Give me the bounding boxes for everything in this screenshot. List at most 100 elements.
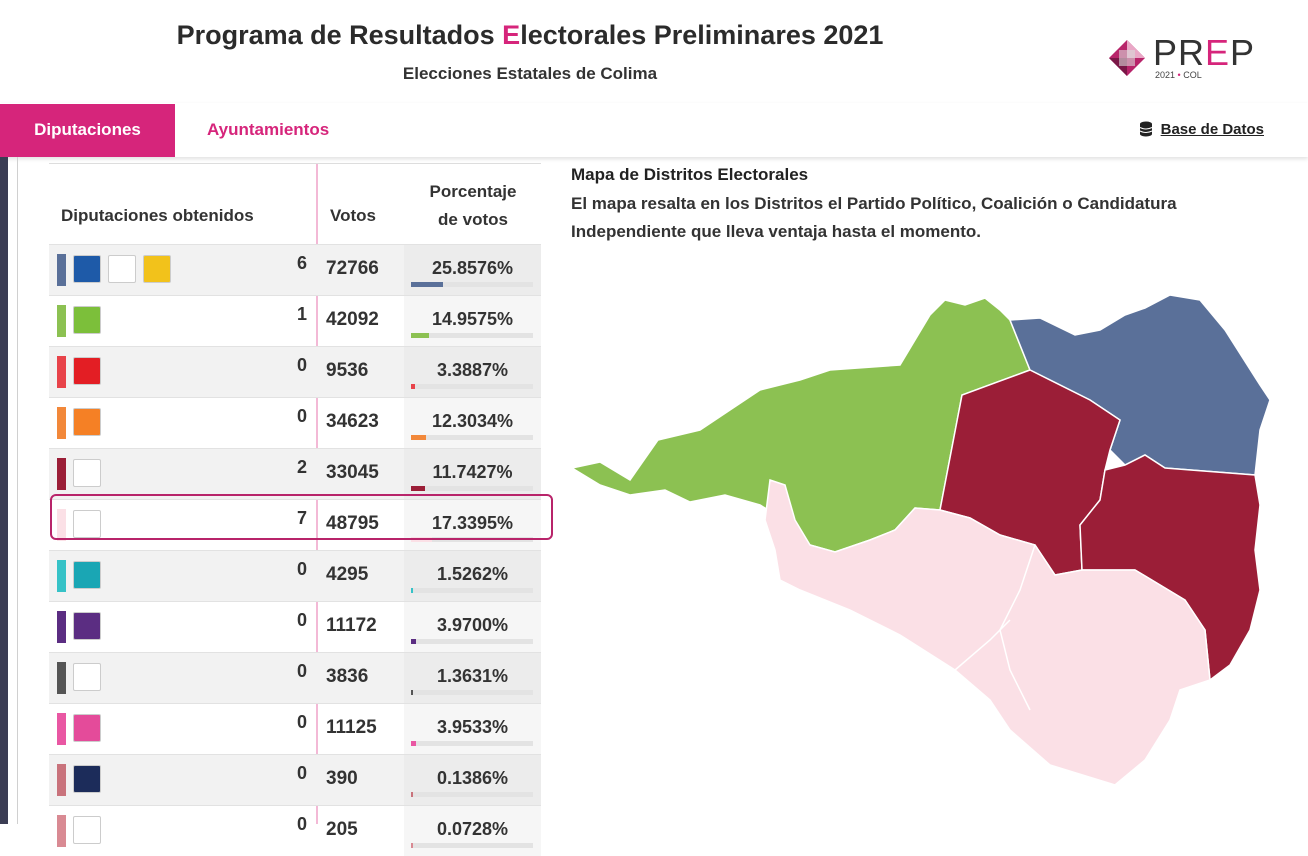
percentage-cell: 1.3631% <box>404 653 541 703</box>
table-row[interactable]: 0 205 0.0728% <box>49 805 541 856</box>
party-logos <box>73 357 101 387</box>
map-description: El mapa resalta en los Distritos el Part… <box>571 194 1177 241</box>
party-color-bar <box>57 764 66 796</box>
vote-percentage: 0.0728% <box>436 819 509 839</box>
party-logos <box>73 459 101 489</box>
table-body: 6 72766 25.8576% 1 42092 14.9575% 0 9536 3.3887%… <box>49 244 541 856</box>
vote-count: 33045 <box>326 462 379 483</box>
party-color-bar <box>57 713 66 745</box>
header-percentage: Porcentaje de votos <box>429 182 517 229</box>
seats-won: 0 <box>296 406 307 426</box>
table-row[interactable]: 7 48795 17.3395% <box>49 499 541 550</box>
table-row[interactable]: 0 4295 1.5262% <box>49 550 541 601</box>
percentage-cell: 25.8576% <box>404 245 541 295</box>
map-title: Mapa de Distritos Electorales <box>571 165 809 184</box>
percentage-bar-fill <box>411 843 413 848</box>
districts-map[interactable] <box>570 290 1275 790</box>
party-logos <box>73 306 101 336</box>
percentage-bar-track <box>411 384 533 389</box>
database-icon <box>1139 121 1152 137</box>
party-logos <box>73 408 101 438</box>
percentage-bar-fill <box>411 741 416 746</box>
tab-diputaciones[interactable]: Diputaciones <box>0 104 175 157</box>
prep-logo[interactable]: PREP 2021 • COL <box>1105 32 1265 84</box>
vote-count: 11125 <box>326 717 377 738</box>
district-pink[interactable] <box>764 478 1211 786</box>
party-logo-icon <box>143 255 171 283</box>
percentage-cell: 14.9575% <box>404 296 541 346</box>
party-logo-icon <box>108 255 136 283</box>
party-logos <box>73 816 101 846</box>
table-row[interactable]: 0 9536 3.3887% <box>49 346 541 397</box>
table-row[interactable]: 6 72766 25.8576% <box>49 244 541 295</box>
party-color-bar <box>57 356 66 388</box>
database-link[interactable]: Base de Datos <box>1139 121 1264 138</box>
party-logo-icon <box>73 663 101 691</box>
percentage-cell: 3.9700% <box>404 602 541 652</box>
vote-percentage: 17.3395% <box>431 513 514 533</box>
percentage-bar-track <box>411 792 533 797</box>
party-color-bar <box>57 458 66 490</box>
main-nav: Diputaciones Ayuntamientos Base de Datos <box>0 103 1308 157</box>
vote-percentage: 14.9575% <box>431 309 514 329</box>
district-maroon-east[interactable] <box>1079 454 1261 682</box>
percentage-cell: 1.5262% <box>404 551 541 601</box>
page-title: Programa de Resultados Electorales Preli… <box>176 20 884 50</box>
table-row[interactable]: 0 11125 3.9533% <box>49 703 541 754</box>
percentage-bar-fill <box>411 384 416 389</box>
seats-won: 0 <box>296 661 307 681</box>
percentage-bar-fill <box>411 537 433 542</box>
percentage-bar-fill <box>411 588 413 593</box>
table-row[interactable]: 0 390 0.1386% <box>49 754 541 805</box>
seats-won: 6 <box>296 253 307 273</box>
vote-count: 390 <box>326 768 358 789</box>
page-subtitle: Elecciones Estatales de Colima <box>402 64 658 83</box>
party-logo-icon <box>73 459 101 487</box>
vote-percentage: 3.9533% <box>436 717 509 737</box>
party-color-bar <box>57 509 66 541</box>
vote-percentage: 12.3034% <box>431 411 514 431</box>
table-header: Diputaciones obtenidos Votos Porcentaje d… <box>49 163 541 244</box>
party-logo-icon <box>73 765 101 793</box>
vote-percentage: 3.9700% <box>436 615 509 635</box>
party-logo-icon <box>73 408 101 436</box>
table-row[interactable]: 0 11172 3.9700% <box>49 601 541 652</box>
percentage-cell: 12.3034% <box>404 398 541 448</box>
seats-won: 0 <box>296 610 307 630</box>
vote-count: 34623 <box>326 411 379 432</box>
party-color-bar <box>57 815 66 847</box>
party-logos <box>73 561 101 591</box>
percentage-bar-fill <box>411 333 430 338</box>
percentage-bar-track <box>411 843 533 848</box>
vote-count: 11172 <box>326 615 377 636</box>
party-logo-icon <box>73 612 101 640</box>
party-color-bar <box>57 662 66 694</box>
left-divider <box>17 157 18 824</box>
table-row[interactable]: 0 3836 1.3631% <box>49 652 541 703</box>
seats-won: 7 <box>296 508 307 528</box>
percentage-cell: 3.3887% <box>404 347 541 397</box>
percentage-bar-track <box>411 588 533 593</box>
percentage-bar-fill <box>411 639 416 644</box>
vote-count: 4295 <box>326 564 369 585</box>
vote-count: 9536 <box>326 360 369 381</box>
tab-ayuntamientos[interactable]: Ayuntamientos <box>207 120 330 139</box>
vote-count: 42092 <box>326 309 379 330</box>
seats-won: 0 <box>296 355 307 375</box>
percentage-bar-fill <box>411 792 413 797</box>
vote-count: 48795 <box>326 513 379 534</box>
vote-percentage: 25.8576% <box>431 258 514 278</box>
percentage-bar-track <box>411 537 533 542</box>
party-logos <box>73 612 101 642</box>
party-color-bar <box>57 254 66 286</box>
vote-percentage: 1.5262% <box>436 564 509 584</box>
party-logo-icon <box>73 816 101 844</box>
prep-logo-subtext: 2021 • COL <box>1155 70 1202 80</box>
district-pink-border-2 <box>954 619 1011 671</box>
table-row[interactable]: 0 34623 12.3034% <box>49 397 541 448</box>
database-link-label: Base de Datos <box>1160 121 1264 138</box>
percentage-bar-track <box>411 639 533 644</box>
table-row[interactable]: 1 42092 14.9575% <box>49 295 541 346</box>
header-party: Diputaciones obtenidos <box>61 206 254 225</box>
table-row[interactable]: 2 33045 11.7427% <box>49 448 541 499</box>
